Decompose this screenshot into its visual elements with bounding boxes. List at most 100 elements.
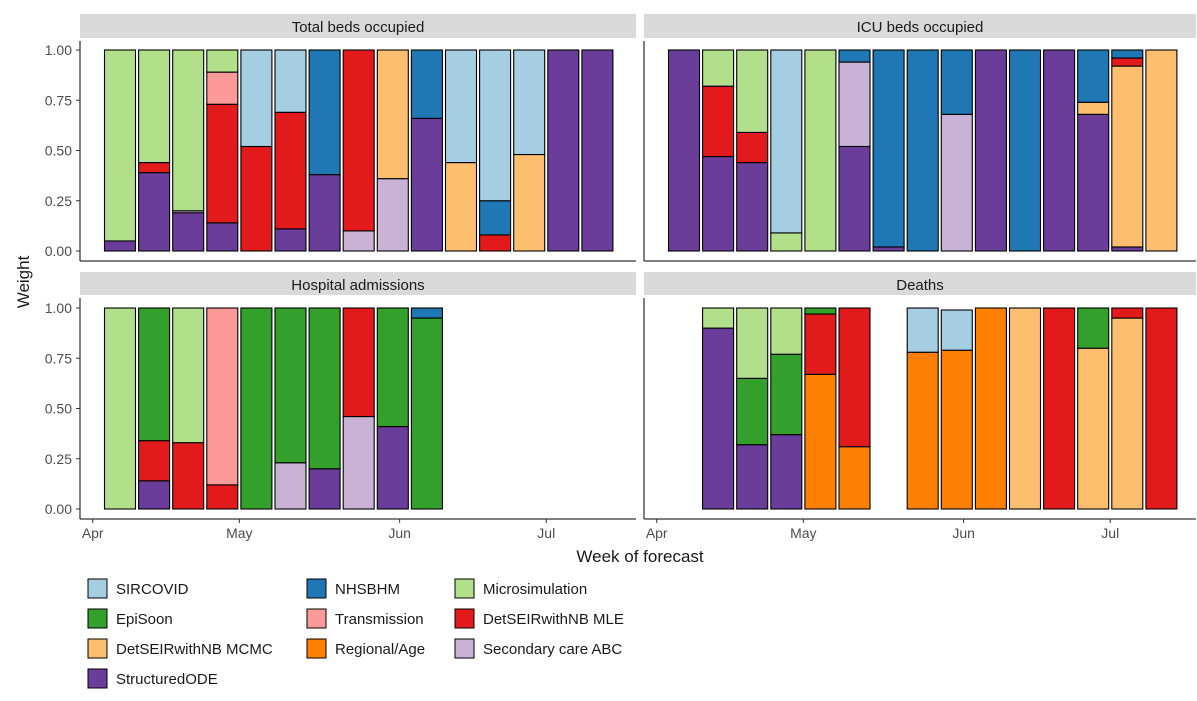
legend-label: StructuredODE bbox=[116, 671, 218, 688]
bar-segment-sircovid bbox=[274, 49, 307, 113]
bar-segment-structuredode bbox=[1077, 113, 1110, 252]
bar-segment-microsimulation bbox=[770, 232, 803, 252]
bar-segment-structuredode bbox=[702, 155, 735, 252]
bar-segment-structuredode bbox=[308, 174, 341, 252]
bar-segment-microsimulation bbox=[702, 49, 735, 87]
legend-swatch bbox=[306, 578, 327, 599]
bar-segment-nhsbhm bbox=[1008, 49, 1042, 252]
legend-label: EpiSoon bbox=[116, 611, 173, 628]
bar-segment-nhsbhm bbox=[410, 307, 443, 319]
bar-segment-detseirwithnb-mle bbox=[736, 131, 769, 164]
bar-segment-sircovid bbox=[240, 49, 273, 148]
bar-segment-structuredode bbox=[667, 49, 701, 252]
bar-segment-episoon bbox=[240, 307, 273, 510]
legend-label: Microsimulation bbox=[483, 581, 587, 598]
axes-total-beds-occupied: 0.00 0.25 0.50 0.75 1.00 bbox=[45, 41, 636, 262]
facet-strip bbox=[80, 14, 636, 38]
facet-strip bbox=[644, 272, 1196, 295]
bar-segment-microsimulation bbox=[702, 307, 735, 329]
bar-segment-detseirwithnb-mle bbox=[702, 85, 735, 158]
legend-label: Secondary care ABC bbox=[483, 641, 622, 658]
x-tick-label: Jul bbox=[1101, 525, 1119, 541]
axes-hospital-admissions: 0.00 0.25 0.50 0.75 1.00 Apr May Jun Jul bbox=[45, 298, 636, 541]
bar-segment-detseirwithnb-mle bbox=[342, 307, 375, 418]
bar-segment-secondary-care-abc bbox=[342, 415, 375, 510]
bar-segment-episoon bbox=[308, 307, 341, 470]
bar-segment-structuredode bbox=[1111, 246, 1144, 252]
x-tick-label: May bbox=[226, 525, 252, 541]
bar-segment-structuredode bbox=[736, 444, 769, 510]
legend-label: DetSEIRwithNB MCMC bbox=[116, 641, 273, 658]
bar-segment-structuredode bbox=[770, 434, 803, 510]
bar-segment-detseirwithnb-mle bbox=[274, 111, 307, 230]
legend-label: SIRCOVID bbox=[116, 581, 189, 598]
legend-swatch bbox=[454, 578, 475, 599]
bar-segment-microsimulation bbox=[103, 49, 137, 242]
bar-segment-structuredode bbox=[103, 240, 137, 252]
bar-segment-microsimulation bbox=[804, 49, 837, 252]
bar-segment-secondary-care-abc bbox=[274, 462, 307, 510]
legend-swatch bbox=[87, 578, 108, 599]
legend-label: NHSBHM bbox=[335, 581, 400, 598]
legend-label: DetSEIRwithNB MLE bbox=[483, 611, 624, 628]
legend: SIRCOVID NHSBHM Microsimulation EpiSoon Tran… bbox=[87, 578, 624, 689]
panel-icu-beds-occupied: ICU beds occupied bbox=[644, 14, 1196, 252]
legend-item-regional-age: Regional/Age bbox=[306, 638, 425, 659]
bar-segment-structuredode bbox=[172, 212, 205, 252]
bar-segment-nhsbhm bbox=[308, 49, 341, 176]
bar-segment-sircovid bbox=[940, 309, 973, 351]
legend-item-microsimulation: Microsimulation bbox=[454, 578, 587, 599]
bar-segment-detseirwithnb-mle bbox=[838, 307, 871, 448]
bar-segment-episoon bbox=[1077, 307, 1110, 349]
bar-segment-microsimulation bbox=[138, 49, 171, 164]
facet-title: ICU beds occupied bbox=[857, 19, 984, 36]
bar-segment-microsimulation bbox=[736, 307, 769, 379]
y-tick-label: 0.00 bbox=[45, 243, 72, 259]
bar-segment-sircovid bbox=[479, 49, 512, 202]
bar-segment-secondary-care-abc bbox=[838, 61, 871, 148]
bar-segment-structuredode bbox=[138, 172, 171, 252]
bar-segment-detseirwithnb-mcmc bbox=[1145, 49, 1178, 252]
bar-segment-detseirwithnb-mle bbox=[206, 103, 239, 224]
legend-label: Transmission bbox=[335, 611, 424, 628]
bar-segment-detseirwithnb-mle bbox=[1111, 57, 1144, 67]
y-tick-label: 0.00 bbox=[45, 501, 72, 517]
bar-segment-structuredode bbox=[736, 162, 769, 252]
bar-segment-detseirwithnb-mcmc bbox=[1077, 101, 1110, 115]
x-axis-title: Week of forecast bbox=[576, 547, 704, 566]
bar-segment-detseirwithnb-mcmc bbox=[1008, 307, 1042, 510]
bar-segment-structuredode bbox=[1043, 49, 1076, 252]
legend-label: Regional/Age bbox=[335, 641, 425, 658]
bar-segment-transmission bbox=[206, 307, 239, 486]
bar-segment-structuredode bbox=[274, 228, 307, 252]
bar-segment-detseirwithnb-mle bbox=[206, 484, 239, 510]
bar-segment-structuredode bbox=[376, 426, 409, 510]
y-tick-label: 1.00 bbox=[45, 300, 72, 316]
bar-segment-microsimulation bbox=[770, 307, 803, 355]
legend-swatch bbox=[454, 638, 475, 659]
bar-segment-detseirwithnb-mcmc bbox=[376, 49, 409, 180]
bar-segment-detseirwithnb-mcmc bbox=[444, 162, 478, 252]
bar-segment-regional-age bbox=[906, 351, 939, 510]
bar-segment-microsimulation bbox=[172, 49, 205, 212]
panel-total-beds-occupied: Total beds occupied bbox=[80, 14, 636, 252]
bar-segment-episoon bbox=[410, 317, 443, 510]
bar-segment-nhsbhm bbox=[940, 49, 973, 115]
x-tick-label: Apr bbox=[82, 525, 104, 541]
legend-swatch bbox=[87, 668, 108, 689]
y-tick-label: 1.00 bbox=[45, 42, 72, 58]
bar-segment-nhsbhm bbox=[872, 49, 905, 248]
bar-segment-detseirwithnb-mle bbox=[138, 440, 171, 482]
bar-segment-nhsbhm bbox=[410, 49, 443, 119]
bar-segment-detseirwithnb-mcmc bbox=[1111, 317, 1144, 510]
bar-segment-detseirwithnb-mle bbox=[1043, 307, 1076, 510]
bar-segment-nhsbhm bbox=[838, 49, 871, 63]
bar-segment-structuredode bbox=[410, 117, 443, 252]
bar-segment-structuredode bbox=[702, 327, 735, 510]
y-tick-label: 0.25 bbox=[45, 193, 72, 209]
bar-segment-structuredode bbox=[838, 145, 871, 252]
bar-segment-detseirwithnb-mle bbox=[240, 145, 273, 252]
axes-deaths: Apr May Jun Jul bbox=[643, 298, 1196, 541]
y-tick-label: 0.25 bbox=[45, 451, 72, 467]
y-tick-label: 0.75 bbox=[45, 92, 72, 108]
